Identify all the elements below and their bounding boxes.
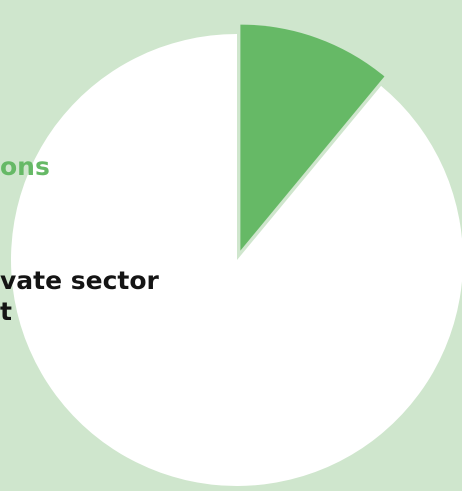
pie-label-white-line-2: t	[0, 297, 12, 326]
pie-label-green-slice: ons	[0, 151, 50, 182]
pie-label-white-line-1: vate sector	[0, 266, 159, 295]
pie-slices	[11, 24, 462, 486]
pie-slice-green	[240, 24, 385, 251]
pie-slice-white	[11, 34, 462, 486]
pie-label-white-slice: vate sector t	[0, 265, 159, 327]
pie-label-green-line-1: ons	[0, 152, 50, 181]
